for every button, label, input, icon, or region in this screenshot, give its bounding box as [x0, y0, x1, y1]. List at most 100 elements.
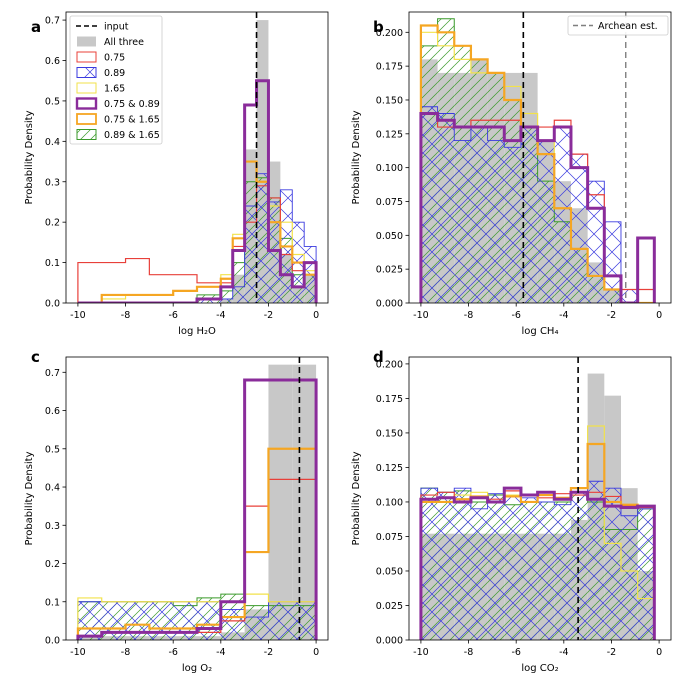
y-tick-label: 0.5 — [45, 96, 60, 107]
y-tick-label: 0.6 — [45, 406, 60, 417]
y-tick-label: 0.175 — [376, 62, 403, 73]
outline-0-75-and-0-89-a — [77, 79, 318, 303]
y-tick-label: 0.1 — [45, 258, 60, 269]
panel-label-b: b — [373, 18, 384, 36]
bar-0-89-0 — [420, 106, 438, 303]
y-tick-label: 0.7 — [45, 16, 60, 27]
x-tick-label: -2 — [607, 310, 616, 321]
y-tick-label: 0.050 — [376, 231, 403, 242]
bar-all-three-9 — [292, 364, 317, 640]
x-tick-label: -10 — [70, 647, 86, 658]
panel-label-d: d — [373, 348, 384, 366]
y-tick-label: 0.7 — [45, 368, 60, 379]
bar-0-89-13 — [637, 508, 655, 640]
y-tick-label: 0.0 — [45, 636, 60, 647]
bar-0-89-4 — [487, 493, 505, 640]
legend-swatch-0-75-and-1-65 — [76, 113, 97, 125]
x-tick-label: 0 — [313, 647, 319, 658]
legend-box — [567, 15, 669, 36]
x-tick-label: -4 — [559, 310, 568, 321]
legend-entry-0-75-and-1-65: 0.75 & 1.65 — [76, 113, 160, 126]
series-0-75-and-0-89-d — [419, 486, 656, 640]
x-tick-label: -6 — [511, 647, 520, 658]
y-axis-label-b: Probability Density — [351, 110, 362, 204]
bar-0-89-6 — [220, 298, 233, 303]
axes-frame-b — [408, 11, 672, 304]
x-tick-label: 0 — [656, 647, 662, 658]
x-tick-label: -4 — [216, 310, 225, 321]
y-tick-label: 0.1 — [45, 597, 60, 608]
legend-swatch-0-89-and-1-65 — [76, 129, 97, 140]
bar-0-89-2 — [125, 601, 150, 640]
series-0-75-and-1-65-c — [76, 447, 318, 640]
legend-label: All three — [104, 37, 144, 48]
bar-0-89-12 — [620, 515, 638, 640]
legend-swatch-0-89 — [76, 67, 97, 78]
bar-all-three-9 — [256, 20, 269, 303]
panel-b: -10 -8 -6 -4 -2 0 0.000 0.025 0.050 0.075 0.100 0.1… — [351, 11, 672, 337]
plot-area-c — [76, 357, 318, 640]
panel-label-a: a — [31, 18, 41, 36]
bar-0-89-5 — [197, 601, 221, 640]
legend-entry-0-75-and-0-89: 0.75 & 0.89 — [75, 97, 160, 110]
x-tick-label: -6 — [511, 310, 520, 321]
bar-0-89-9 — [570, 492, 588, 640]
x-axis-label-a: log H₂O — [178, 326, 216, 337]
bar-0-89-10 — [268, 201, 281, 303]
y-tick-label: 0.200 — [376, 28, 403, 39]
legend-entry-0-89: 0.89 — [76, 67, 125, 79]
y-tick-label: 0.150 — [376, 95, 403, 106]
y-tick-label: 0.150 — [376, 428, 403, 439]
legend-entry-all-three: All three — [77, 36, 144, 48]
plot-area-a — [77, 12, 318, 303]
y-tick-label: 0.200 — [376, 359, 403, 370]
x-tick-label: 0 — [313, 310, 319, 321]
bar-0-89-0 — [420, 488, 438, 640]
outline-1-65-c — [77, 593, 317, 640]
y-tick-label: 0.6 — [45, 56, 60, 67]
legend-b: Archean est. — [567, 15, 669, 36]
y-tick-label: 0.4 — [45, 483, 60, 494]
outline-0-89-a — [77, 173, 317, 303]
bar-0-89-7 — [537, 140, 555, 303]
y-tick-label: 0.125 — [376, 129, 403, 140]
y-tick-label: 0.050 — [376, 566, 403, 577]
legend-swatch-0-75-and-0-89 — [75, 97, 98, 110]
bar-0-89-8 — [554, 127, 571, 303]
plot-area-b — [419, 12, 656, 303]
bar-0-89-12 — [620, 289, 638, 303]
x-tick-label: -2 — [264, 310, 273, 321]
legend-label: input — [104, 22, 129, 33]
bar-0-89-5 — [504, 147, 521, 303]
series-1-65-c — [77, 593, 317, 640]
bar-0-89-1 — [437, 492, 455, 640]
bar-0-89-0 — [77, 601, 102, 640]
series-0-75-and-0-89-a — [77, 79, 318, 303]
bar-0-89-8 — [268, 601, 293, 640]
bar-0-89-2 — [454, 488, 471, 640]
y-tick-label: 0.125 — [376, 463, 403, 474]
legend-a: input All three 0.75 0.89 1.65 0.75 & 0.89 0.7… — [69, 15, 163, 145]
y-tick-label: 0.075 — [376, 197, 403, 208]
legend-label: 0.75 & 1.65 — [104, 115, 160, 126]
y-tick-label: 0.025 — [376, 601, 403, 612]
legend-label: 0.89 & 1.65 — [104, 130, 160, 141]
legend-swatch-all-three — [77, 36, 96, 47]
series-0-89-c — [77, 601, 317, 640]
y-axis-label-a: Probability Density — [24, 110, 35, 204]
y-tick-label: 0.4 — [45, 137, 60, 148]
x-tick-label: -10 — [70, 310, 86, 321]
bar-0-89-5 — [197, 298, 221, 303]
bar-0-89-6 — [520, 127, 538, 303]
x-tick-label: -8 — [121, 647, 130, 658]
x-tick-label: -10 — [413, 310, 429, 321]
y-axis-label-c: Probability Density — [24, 451, 35, 545]
x-tick-label: -2 — [264, 647, 273, 658]
axes-frame-c — [65, 356, 329, 641]
bar-0-89-4 — [173, 601, 197, 640]
axes-frame-d — [408, 356, 672, 641]
bar-all-three-8 — [268, 364, 293, 640]
legend-entry-1-65: 1.65 — [76, 82, 125, 95]
y-tick-label: 0.175 — [376, 394, 403, 405]
bar-0-89-6 — [520, 497, 538, 640]
